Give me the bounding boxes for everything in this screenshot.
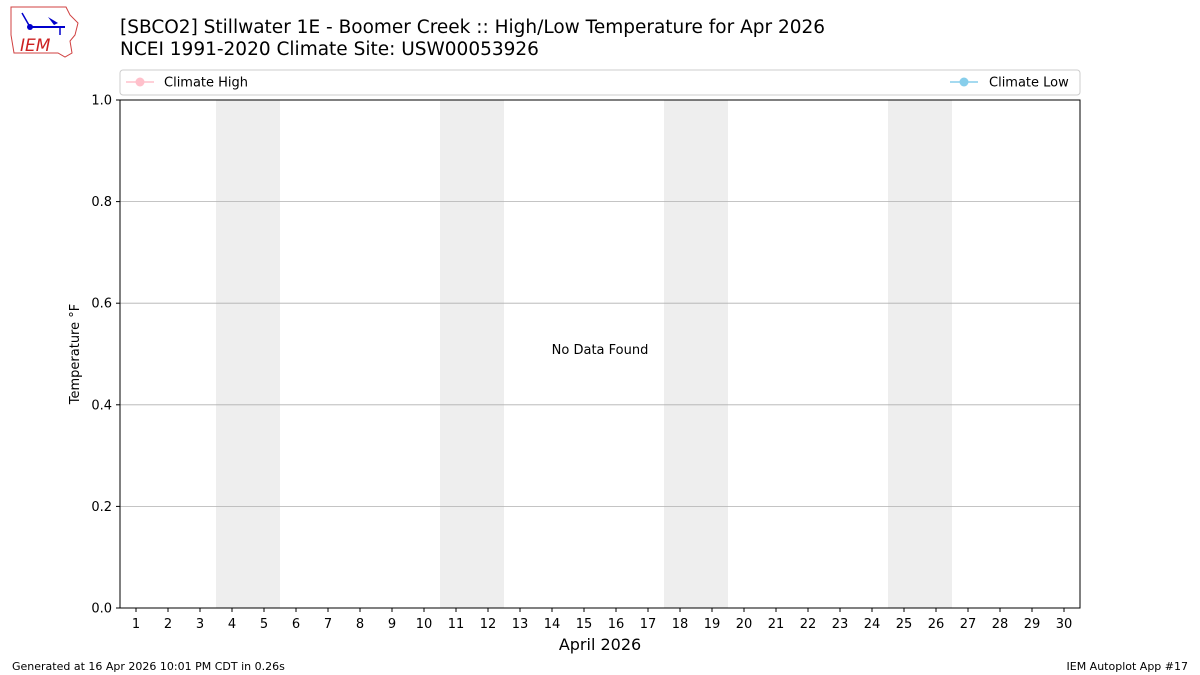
- x-tick-label: 10: [416, 617, 433, 632]
- y-tick-label: 0.0: [91, 602, 112, 617]
- y-tick-label: 0.4: [91, 398, 112, 413]
- x-tick-label: 9: [388, 617, 396, 632]
- y-tick-label: 0.6: [91, 297, 112, 312]
- x-tick-label: 4: [228, 617, 236, 632]
- x-tick-label: 25: [896, 617, 913, 632]
- legend-marker-high: [135, 77, 145, 87]
- x-tick-label: 30: [1056, 617, 1073, 632]
- x-tick-label: 3: [196, 617, 204, 632]
- x-tick-label: 12: [480, 617, 497, 632]
- x-axis-label: April 2026: [559, 635, 641, 654]
- x-tick-label: 2: [164, 617, 172, 632]
- x-tick-label: 20: [736, 617, 753, 632]
- y-tick-label: 1.0: [91, 94, 112, 109]
- weekend-shade: [664, 100, 728, 608]
- weekend-shade: [216, 100, 280, 608]
- x-tick-label: 23: [832, 617, 849, 632]
- x-tick-label: 8: [356, 617, 364, 632]
- footer-app: IEM Autoplot App #17: [1066, 660, 1189, 673]
- x-tick-label: 14: [544, 617, 561, 632]
- x-tick-label: 18: [672, 617, 689, 632]
- x-tick-label: 11: [448, 617, 465, 632]
- y-tick-label: 0.8: [91, 195, 112, 210]
- x-tick-label: 15: [576, 617, 593, 632]
- x-tick-label: 1: [132, 617, 140, 632]
- y-axis-label: Temperature °F: [68, 304, 83, 405]
- x-tick-label: 22: [800, 617, 817, 632]
- x-tick-label: 21: [768, 617, 785, 632]
- legend-box: [119, 69, 1081, 96]
- x-tick-label: 29: [1024, 617, 1041, 632]
- iem-logo: IEM: [10, 6, 79, 58]
- x-tick-label: 28: [992, 617, 1009, 632]
- weekend-shade: [440, 100, 504, 608]
- no-data-annotation: No Data Found: [552, 343, 649, 358]
- logo-text: IEM: [20, 36, 51, 56]
- x-tick-label: 5: [260, 617, 268, 632]
- x-tick-label: 26: [928, 617, 945, 632]
- chart-subtitle: NCEI 1991-2020 Climate Site: USW00053926: [120, 39, 539, 60]
- x-tick-label: 6: [292, 617, 300, 632]
- x-tick-label: 7: [324, 617, 332, 632]
- legend-label-high: Climate High: [164, 76, 248, 91]
- chart-title: [SBCO2] Stillwater 1E - Boomer Creek :: …: [120, 17, 826, 38]
- y-tick-label: 0.2: [91, 500, 112, 515]
- weekend-shade: [888, 100, 952, 608]
- footer-generated: Generated at 16 Apr 2026 10:01 PM CDT in…: [12, 660, 285, 673]
- plot-frame: [119, 99, 1081, 609]
- legend-marker-low: [959, 77, 969, 87]
- x-tick-label: 27: [960, 617, 977, 632]
- x-tick-label: 16: [608, 617, 625, 632]
- x-tick-label: 17: [640, 617, 657, 632]
- legend-label-low: Climate Low: [989, 76, 1069, 91]
- x-tick-label: 19: [704, 617, 721, 632]
- x-tick-label: 13: [512, 617, 529, 632]
- x-tick-label: 24: [864, 617, 881, 632]
